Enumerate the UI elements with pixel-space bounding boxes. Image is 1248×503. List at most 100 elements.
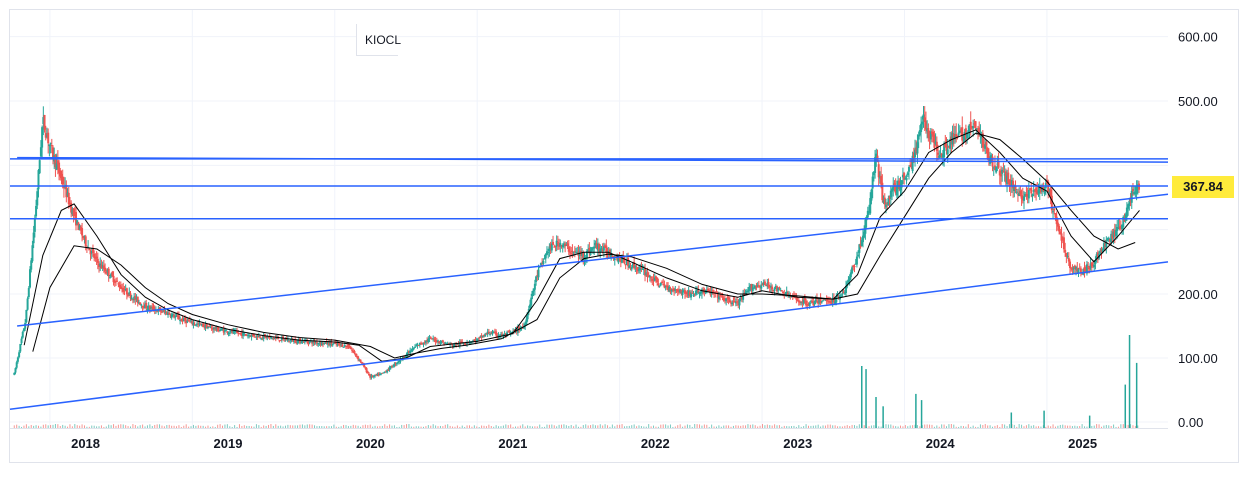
candle-body [1062, 237, 1065, 250]
candle-body [1070, 267, 1073, 269]
volume-bar [667, 425, 669, 428]
candle-body [271, 337, 274, 339]
candle-body [123, 290, 126, 292]
candle-body [227, 332, 230, 334]
candle-body [823, 299, 826, 301]
volume-bar [657, 426, 659, 428]
candle-body [623, 256, 626, 264]
volume-bar [841, 426, 843, 428]
volume-bar [389, 424, 391, 428]
candle-body [481, 335, 484, 338]
candle-body [686, 292, 689, 295]
volume-bar [83, 425, 85, 428]
candle-body [229, 330, 232, 333]
volume-bar [408, 424, 410, 428]
candle-body [101, 265, 104, 267]
candle-body [562, 243, 565, 247]
volume-bar [662, 424, 664, 428]
candle-body [180, 319, 183, 321]
candle-body [853, 266, 856, 268]
candle-body [560, 245, 563, 247]
candle-body [1012, 180, 1015, 189]
volume-bar [444, 424, 446, 428]
volume-bar [1010, 412, 1013, 428]
candle-body [828, 301, 831, 303]
volume-bar [386, 425, 388, 428]
candle-body [414, 346, 417, 348]
candle-body [1001, 169, 1004, 174]
volume-bar [570, 424, 572, 428]
candle-body [371, 375, 374, 378]
y-tick-label: 0.00 [1178, 415, 1203, 430]
candle-body [395, 363, 398, 365]
volume-bar [861, 366, 863, 428]
volume-bar [243, 425, 245, 428]
candle-body [642, 269, 645, 271]
volume-bar [645, 426, 647, 428]
candle-body [750, 283, 753, 291]
candle-body [707, 289, 710, 291]
candle-body [640, 267, 643, 269]
candle-body [813, 301, 816, 304]
candle-body [26, 298, 29, 310]
volume-bar [21, 426, 23, 428]
candle-body [440, 340, 443, 344]
candle-body [800, 301, 803, 303]
volume-bar [159, 424, 161, 428]
candle-body [884, 204, 887, 208]
candle-body [1061, 238, 1064, 240]
candle-body [814, 299, 817, 302]
candle-body [369, 374, 372, 378]
candle-body [993, 165, 996, 171]
candle-body [854, 263, 857, 265]
candle-body [219, 329, 222, 332]
candle-body [260, 338, 263, 340]
candle-body [275, 337, 278, 339]
volume-bar [1062, 424, 1064, 428]
volume-bar [185, 424, 187, 428]
candle-body [187, 320, 190, 322]
volume-bar [1023, 426, 1025, 428]
candle-body [59, 170, 62, 177]
volume-bar [461, 425, 463, 428]
volume-bar [403, 425, 405, 428]
candle-body [768, 286, 771, 288]
volume-bar [471, 426, 473, 428]
candle-body [967, 130, 970, 133]
candle-body [352, 350, 355, 352]
volume-bar [660, 424, 662, 428]
candle-body [772, 290, 775, 292]
volume-bar [924, 424, 926, 428]
volume-bar [897, 426, 899, 428]
candle-body [882, 200, 885, 203]
candle-body [581, 252, 584, 256]
candle-body [1016, 194, 1019, 196]
candle-body [650, 277, 653, 279]
candle-body [326, 342, 329, 345]
volume-bar [478, 426, 480, 428]
volume-bar [439, 425, 441, 428]
candle-body [571, 250, 574, 252]
volume-bar [163, 426, 165, 428]
candle-body [909, 165, 912, 167]
volume-bar [321, 426, 323, 428]
candle-body [692, 294, 695, 296]
volume-bar [623, 426, 625, 428]
volume-bar [86, 426, 88, 428]
candle-body [985, 142, 988, 146]
candle-body [296, 340, 299, 344]
candle-body [635, 268, 638, 270]
candle-body [881, 182, 884, 201]
candle-body [682, 290, 685, 292]
candle-body [305, 341, 308, 343]
candle-body [256, 336, 259, 338]
candle-body [58, 162, 61, 173]
candle-body [990, 155, 993, 159]
volume-bar [188, 426, 190, 428]
volume-bar [938, 426, 940, 428]
volume-bar [1006, 426, 1008, 428]
volume-bar [268, 424, 270, 428]
candle-body [130, 297, 133, 300]
volume-bar [214, 426, 216, 428]
